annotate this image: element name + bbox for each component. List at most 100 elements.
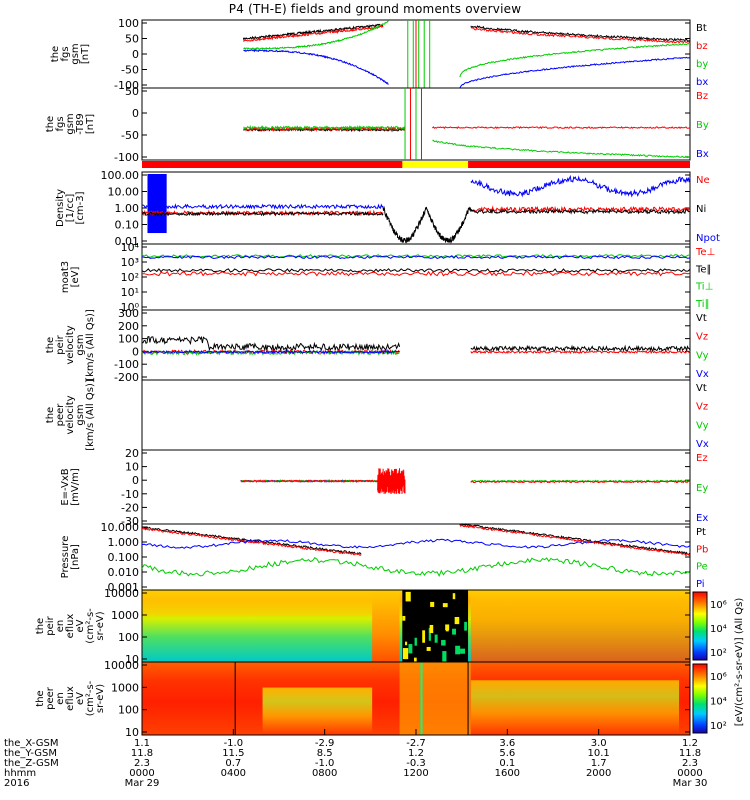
panel-frame bbox=[141, 523, 691, 591]
y-axis-label-line: the bbox=[50, 46, 61, 62]
y-tick-label: 1000 bbox=[111, 609, 139, 622]
ephemeris-value: 1.2 bbox=[682, 738, 698, 749]
legend-entry: Npot bbox=[696, 233, 720, 244]
spectrogram-speckle bbox=[442, 651, 447, 663]
y-tick-label: 20 bbox=[125, 447, 139, 460]
trace-npot bbox=[141, 203, 384, 210]
y-axis-label-line: the bbox=[35, 618, 46, 634]
panel-frame bbox=[141, 379, 691, 451]
y-axis-label-line: (cm²-s- bbox=[85, 608, 96, 644]
y-tick-label: 50 bbox=[125, 33, 139, 46]
y-axis-label-line: fgs bbox=[60, 46, 71, 61]
y-axis-label-line: Pressure bbox=[60, 536, 71, 579]
y-tick-label: -100 bbox=[114, 358, 139, 371]
ephemeris-value: 2.3 bbox=[682, 758, 698, 769]
y-axis-label-line: peir bbox=[45, 615, 56, 635]
trace-ez bbox=[470, 480, 691, 484]
trace-ni bbox=[470, 208, 691, 215]
y-axis-label: the peir en eflux eV (cm²-s-sr-eV) bbox=[35, 608, 106, 644]
legend-entry: Ti∥ bbox=[695, 299, 710, 310]
spectrogram-speckle bbox=[455, 645, 461, 655]
y-axis-label-line: en bbox=[55, 620, 66, 633]
y-axis-label-line: gsm bbox=[75, 334, 86, 355]
y-tick-label: 10⁰ bbox=[121, 301, 140, 314]
y-tick-label: 1.00 bbox=[115, 202, 140, 215]
y-tick-label: -10 bbox=[121, 488, 139, 501]
y-tick-label: 0.10 bbox=[115, 219, 140, 232]
spectrogram-speckle bbox=[452, 628, 456, 635]
legend-entry: Vy bbox=[696, 420, 709, 431]
y-axis-label-line: sr-eV) bbox=[95, 684, 106, 713]
region-bar-segment bbox=[402, 161, 469, 168]
legend-entry: Bx bbox=[696, 149, 709, 160]
spectrogram-speckle bbox=[426, 646, 431, 651]
x-tick-label: 2000 bbox=[586, 768, 611, 779]
trace-bz bbox=[432, 126, 691, 130]
trace-bt bbox=[242, 23, 384, 42]
y-axis-label: moat3 [eV] bbox=[60, 261, 81, 293]
y-axis-label-line: eflux bbox=[65, 614, 76, 639]
y-axis-label: the fgs gsm -T89 [nT] bbox=[45, 113, 96, 135]
y-axis-label: the fgs gsm [nT] bbox=[50, 43, 91, 64]
trace-npot bbox=[470, 174, 691, 198]
spectrogram-speckle bbox=[442, 603, 448, 608]
trace-vx bbox=[141, 350, 400, 355]
ephemeris-value: -1.0 bbox=[315, 758, 335, 769]
y-axis-label-line: E=-VxB bbox=[60, 468, 71, 505]
y-tick-label: 10 bbox=[125, 461, 139, 474]
ephemeris-value: 11.8 bbox=[131, 748, 153, 759]
trace-by bbox=[432, 139, 691, 159]
spectrogram-speckle bbox=[422, 630, 426, 643]
y-tick-label: 100 bbox=[118, 631, 139, 644]
panel-9: 10000 1000 100 10 the peir en eflux eV (cm²-s-sr-… bbox=[35, 587, 691, 666]
panel-frame bbox=[141, 449, 691, 525]
y-axis-label-line: moat3 bbox=[60, 261, 71, 293]
legend-entry: bz bbox=[696, 41, 708, 52]
legend-entry: Vx bbox=[696, 369, 709, 380]
legend-entry: By bbox=[696, 120, 709, 131]
y-axis-label: the peir velocity gsm [km/s (All Qs)] bbox=[45, 309, 96, 381]
y-axis-label-line: [cm-3] bbox=[75, 191, 86, 224]
panel-3: 100.00 10.00 1.00 0.10 0.01 Density [1/cc] [cm-… bbox=[55, 169, 720, 248]
y-tick-label: 0 bbox=[132, 345, 139, 358]
ephemeris-value: 2.3 bbox=[134, 758, 150, 769]
y-axis-label-line: eflux bbox=[65, 686, 76, 711]
page-title: P4 (TH-E) fields and ground moments over… bbox=[228, 2, 522, 16]
y-axis-label-line: [nPa] bbox=[70, 544, 81, 570]
x-tick-label: 0000 bbox=[677, 768, 702, 779]
ephemeris-value: 11.5 bbox=[222, 748, 244, 759]
y-tick-label: 50 bbox=[125, 85, 139, 98]
legend-entry: Ni bbox=[696, 204, 706, 215]
y-tick-label: 100 bbox=[118, 333, 139, 346]
panel-frame bbox=[141, 243, 691, 311]
spectrogram-speckle bbox=[414, 657, 417, 662]
y-tick-label: 0 bbox=[132, 474, 139, 487]
legend-entry: Ex bbox=[696, 513, 708, 524]
ephemeris-value: 1.1 bbox=[134, 738, 150, 749]
colorbar-tick-label: 10² bbox=[710, 648, 727, 659]
y-axis-label-line: eV bbox=[75, 692, 86, 705]
colorbar-tick-label: 10² bbox=[710, 721, 727, 732]
spectrogram-fill bbox=[470, 590, 690, 662]
y-axis-label-line: the bbox=[45, 337, 56, 353]
y-tick-label: 1.000 bbox=[108, 536, 140, 549]
trace-ni bbox=[141, 210, 384, 217]
y-tick-label: 100 bbox=[118, 17, 139, 30]
ephemeris-value: 10.1 bbox=[588, 748, 610, 759]
year-label: 2016 bbox=[4, 778, 29, 789]
y-tick-label: 0.01 bbox=[115, 235, 140, 248]
y-axis-label-line: Density bbox=[55, 189, 66, 227]
y-tick-label: -50 bbox=[121, 129, 139, 142]
spectrogram-fill bbox=[372, 590, 400, 662]
y-axis-label-line: the bbox=[35, 690, 46, 706]
legend-entry: bx bbox=[696, 77, 708, 88]
y-axis-label-line: (cm²-s- bbox=[85, 680, 96, 716]
y-tick-label: 10³ bbox=[121, 256, 139, 269]
region-bar bbox=[142, 161, 690, 168]
legend-entry: Pt bbox=[696, 527, 706, 538]
x-tick-label: 0000 bbox=[129, 768, 154, 779]
